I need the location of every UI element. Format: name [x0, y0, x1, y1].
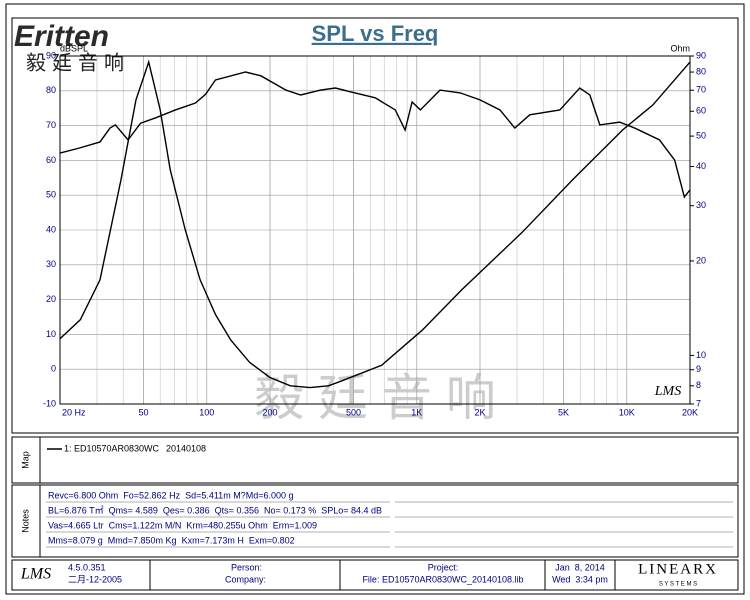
footer-brand: LINEARX: [638, 561, 718, 577]
y-tick-label: -10: [43, 398, 56, 408]
y2-tick-label: 8: [696, 380, 701, 390]
x-tick-label: 2K: [474, 407, 485, 417]
x-tick-label: 500: [346, 407, 361, 417]
x-tick-label: 1K: [411, 407, 422, 417]
watermark: 毅 廷 音 响: [254, 370, 496, 426]
note-line: BL=6.876 T㎡ Qms= 4.589 Qes= 0.386 Qts= 0…: [48, 505, 382, 515]
y-tick-label: 0: [51, 364, 56, 374]
y-tick-label: 10: [46, 329, 56, 339]
y-axis-label: dBSPL: [60, 43, 88, 53]
footer-panel: [11, 559, 739, 591]
note-line: Revc=6.800 Ohm Fo=52.862 Hz Sd=5.411m M?…: [48, 490, 293, 500]
footer-file: File: ED10570AR0830WC_20140108.lib: [362, 574, 523, 584]
legend-date: 20140108: [166, 443, 206, 453]
y2-tick-label: 30: [696, 200, 706, 210]
series-line: [59, 59, 691, 389]
y-tick-label: 20: [46, 294, 56, 304]
x-tick-label: 50: [139, 407, 149, 417]
x-tick-label: 10K: [619, 407, 635, 417]
footer-build-date: 二月-12-2005: [68, 574, 122, 584]
plot-frame: [59, 55, 691, 405]
y-tick-label: 80: [46, 85, 56, 95]
y2-tick-label: 80: [696, 66, 706, 76]
chart-title: SPL vs Freq: [312, 21, 439, 46]
chart-panel: [11, 17, 739, 434]
note-line: Vas=4.665 Ltr Cms=1.122m M/N Krm=480.255…: [48, 520, 317, 530]
footer-version: 4.5.0.351: [68, 562, 106, 572]
x-tick-label: 5K: [558, 407, 569, 417]
y-tick-label: 90: [46, 50, 56, 60]
lms-badge: LMS: [654, 384, 681, 399]
y2-tick-label: 90: [696, 50, 706, 60]
footer-brand-sub: S Y S T E M S: [659, 582, 697, 588]
y2-axis-label: Ohm: [670, 43, 690, 53]
footer-company: Company:: [225, 574, 266, 584]
y-tick-label: 70: [46, 120, 56, 130]
x-tick-label: 20K: [682, 407, 698, 417]
footer-project: Project:: [428, 562, 459, 572]
notes-lines: Revc=6.800 Ohm Fo=52.862 Hz Sd=5.411m M?…: [46, 490, 733, 548]
series-line: [59, 71, 691, 199]
y-tick-label: 40: [46, 224, 56, 234]
footer-date: Jan 8, 2014: [555, 562, 605, 572]
note-line: Mms=8.079 g Mmd=7.850m Kg Kxm=7.173m H E…: [48, 535, 295, 545]
map-panel: [11, 436, 739, 484]
y2-tick-label: 20: [696, 255, 706, 265]
legend-entry: 1: ED10570AR0830WC: [64, 443, 160, 453]
y2-tick-label: 7: [696, 398, 701, 408]
y-tick-label: 50: [46, 190, 56, 200]
logo-cn: 毅廷音响: [26, 51, 130, 74]
x-tick-label: 200: [262, 407, 277, 417]
footer-app: LMS: [20, 566, 51, 583]
y2-tick-label: 70: [696, 85, 706, 95]
outer-frame: [5, 3, 745, 595]
grid: [59, 55, 691, 405]
footer-person: Person:: [231, 562, 262, 572]
x-tick-label: 100: [199, 407, 214, 417]
y2-tick-label: 9: [696, 364, 701, 374]
y2-tick-label: 10: [696, 350, 706, 360]
x-tick-label: 20 Hz: [62, 407, 86, 417]
y-tick-label: 60: [46, 155, 56, 165]
logo: Eritten: [14, 20, 109, 53]
footer-time: Wed 3:34 pm: [552, 574, 608, 584]
map-label: Map: [20, 451, 30, 469]
notes-panel: [11, 484, 739, 558]
y-tick-label: 30: [46, 259, 56, 269]
notes-label: Notes: [20, 509, 30, 533]
y2-tick-label: 50: [696, 130, 706, 140]
y2-tick-label: 60: [696, 106, 706, 116]
y2-tick-label: 40: [696, 161, 706, 171]
